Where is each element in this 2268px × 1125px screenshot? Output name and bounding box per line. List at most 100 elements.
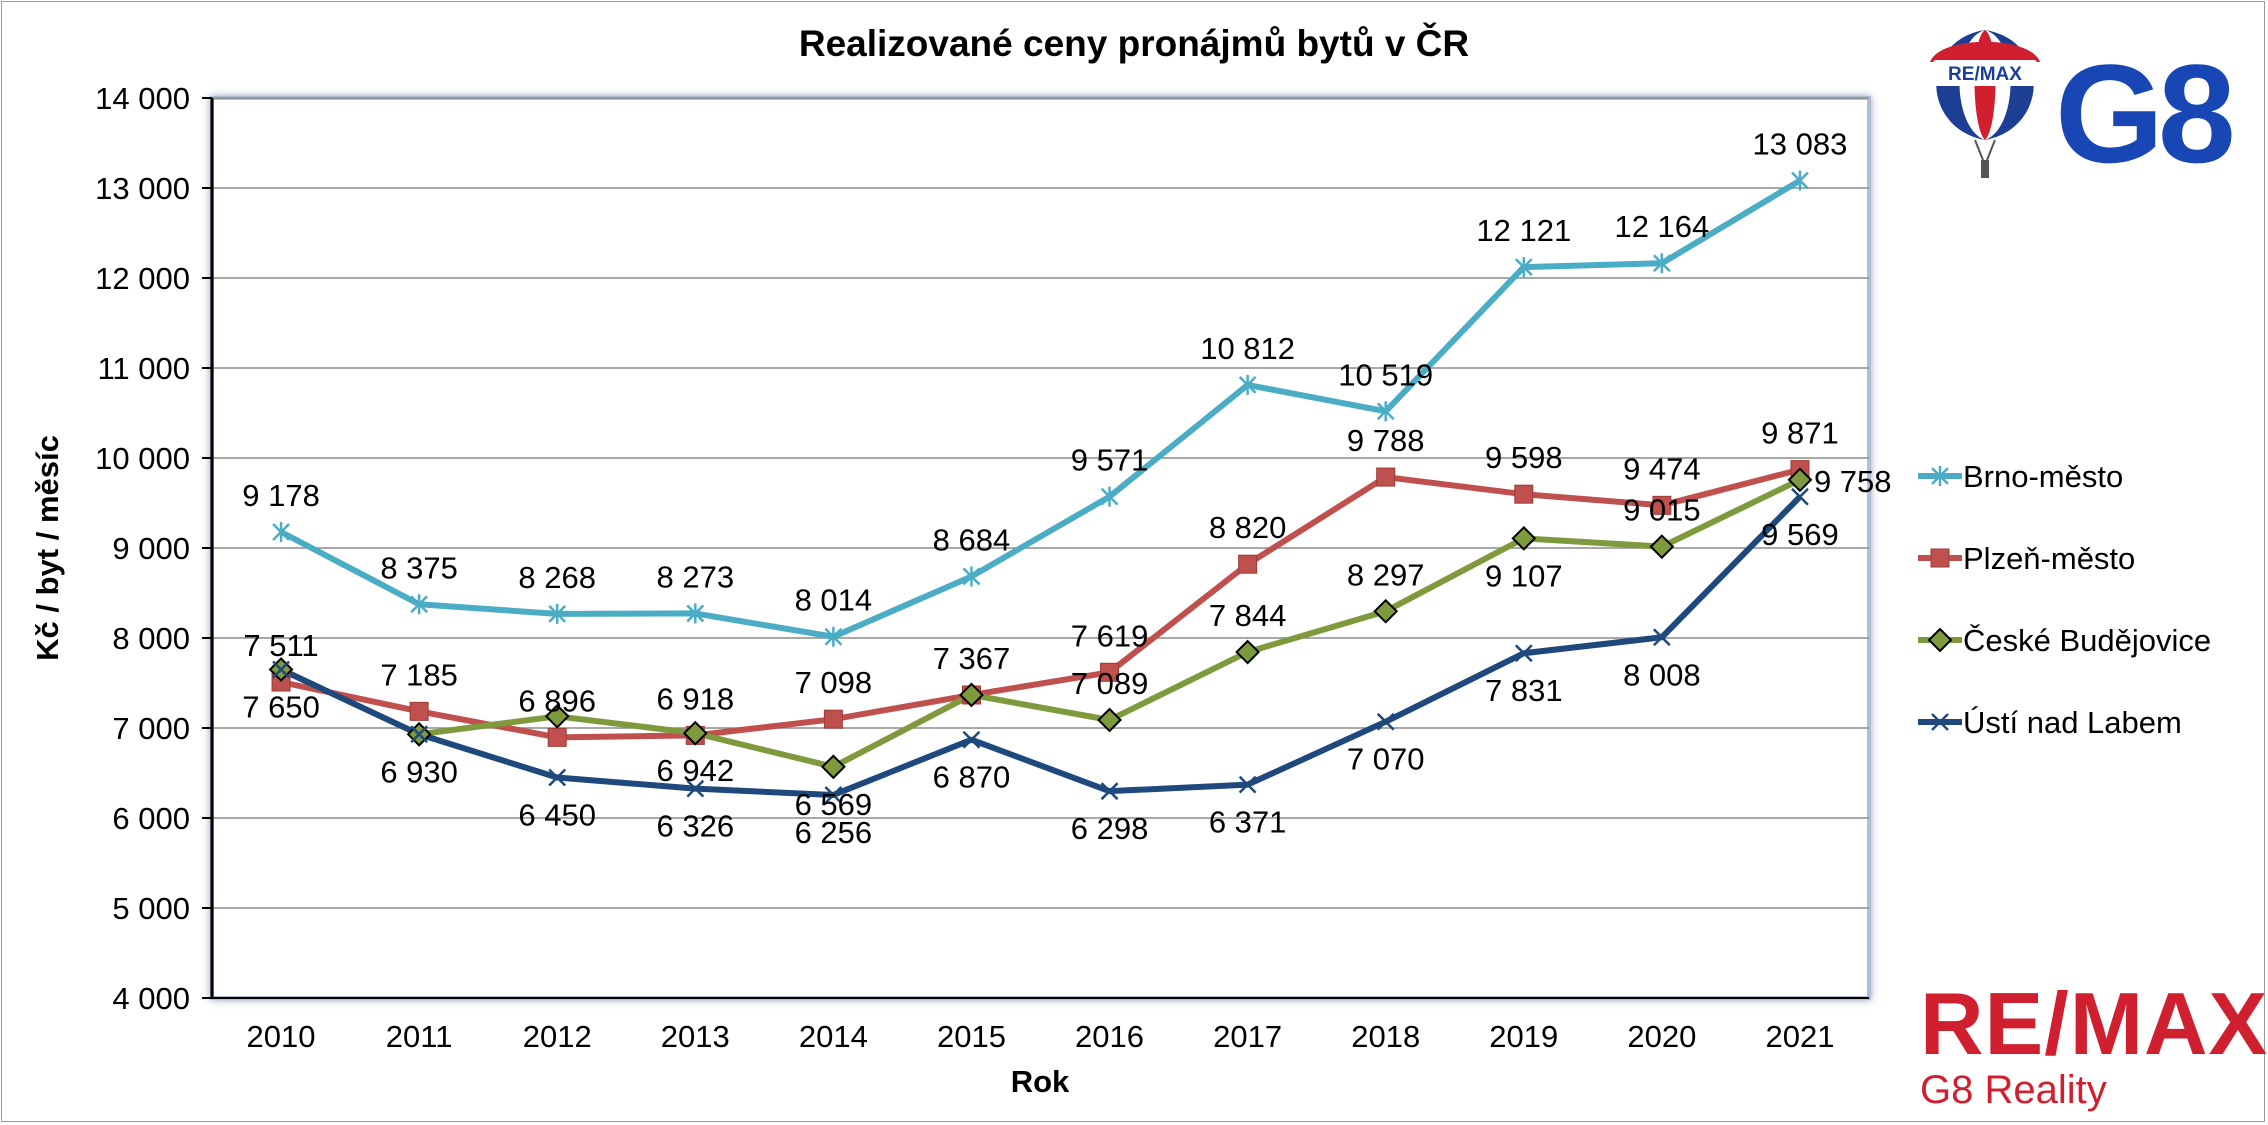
data-label: 10 519 (1338, 357, 1433, 392)
data-label: 8 273 (657, 559, 735, 594)
data-label: 9 569 (1761, 517, 1839, 552)
data-point-star (686, 603, 705, 624)
data-label: 9 474 (1623, 451, 1701, 486)
data-point-star (962, 566, 981, 587)
data-label: 6 942 (657, 753, 735, 788)
data-label: 7 367 (933, 641, 1011, 676)
data-label: 12 121 (1476, 213, 1571, 248)
data-label: 8 268 (518, 560, 596, 595)
data-label: 7 650 (242, 690, 320, 725)
data-labels: 9 178 8 375 8 268 8 273 8 014 8 684 9 571 10 81… (242, 127, 1891, 850)
series-line (279, 177, 1802, 640)
data-point-star (272, 521, 290, 542)
data-point-x (1931, 713, 1949, 731)
data-label: 6 569 (795, 787, 873, 822)
x-tick-label: 2014 (799, 1019, 868, 1054)
y-tick-label: 7 000 (112, 711, 190, 746)
data-label: 7 185 (380, 657, 458, 692)
data-label: 12 164 (1614, 209, 1709, 244)
data-label: 9 015 (1623, 493, 1701, 528)
data-label: 8 684 (933, 522, 1011, 557)
data-label: 7 070 (1347, 742, 1425, 777)
data-label: 8 375 (380, 550, 458, 585)
data-point-square (823, 709, 843, 729)
data-point-star (1931, 466, 1949, 486)
data-point-diamond (1373, 598, 1399, 624)
data-label: 6 371 (1209, 805, 1287, 840)
data-label: 7 844 (1209, 598, 1287, 633)
data-point-diamond (820, 754, 846, 780)
data-point-x (1514, 644, 1533, 663)
y-tick-label: 11 000 (97, 351, 190, 386)
data-point-diamond (959, 682, 984, 708)
series-lines (279, 177, 1803, 798)
legend-label: Ústí nad Labem (1963, 705, 2182, 740)
data-point-x (686, 779, 705, 798)
y-axis-ticks: 4 000 5 000 6 000 7 000 8 000 9 000 10 000 11 0… (95, 81, 212, 1016)
gridlines (212, 97, 1869, 909)
data-point-x (1376, 712, 1395, 731)
x-tick-label: 2017 (1213, 1019, 1282, 1054)
x-tick-label: 2013 (661, 1019, 730, 1054)
data-point-square (409, 701, 429, 721)
y-tick-label: 9 000 (112, 531, 190, 566)
data-point-star (1100, 486, 1119, 507)
data-label: 7 098 (795, 665, 873, 700)
x-tick-label: 2018 (1351, 1019, 1420, 1054)
series-line (279, 477, 1802, 770)
y-tick-label: 6 000 (112, 801, 190, 836)
x-axis-title: Rok (1011, 1064, 1070, 1099)
x-axis-ticks: 2010 2011 2012 2013 2014 2015 2016 2017 2018 2019… (247, 1019, 1835, 1054)
data-label: 6 930 (380, 754, 458, 789)
data-label: 9 788 (1347, 423, 1425, 458)
data-label: 9 871 (1761, 416, 1839, 451)
data-point-diamond (1097, 707, 1122, 733)
series-line (279, 494, 1803, 798)
data-label: 6 450 (518, 798, 596, 833)
data-label: 6 870 (933, 760, 1011, 795)
series-markers (268, 170, 1813, 804)
data-point-x (962, 730, 981, 749)
data-label: 9 178 (242, 478, 320, 513)
remax-subtitle: G8 Reality (1920, 1068, 2107, 1112)
data-point-star (548, 603, 567, 624)
data-point-x (1100, 782, 1119, 801)
data-point-square (1930, 548, 1950, 568)
chart-title: Realizované ceny pronájmů bytů v ČR (799, 22, 1469, 64)
remax-wordmark: RE/MAX (1920, 974, 2268, 1073)
data-point-square (1376, 467, 1396, 487)
data-label: 6 896 (518, 683, 596, 718)
data-label: 7 831 (1485, 673, 1563, 708)
data-label: 10 812 (1200, 331, 1295, 366)
remax-balloon-logo: RE/MAX (1930, 30, 2040, 178)
x-tick-label: 2015 (937, 1019, 1006, 1054)
data-label: 8 297 (1347, 557, 1425, 592)
balloon-text: RE/MAX (1948, 64, 2022, 85)
data-label: 8 008 (1623, 657, 1701, 692)
series-line (280, 466, 1801, 741)
data-label: 8 014 (795, 583, 873, 618)
data-point-x (272, 660, 290, 679)
y-tick-label: 13 000 (95, 171, 190, 206)
y-tick-label: 12 000 (95, 261, 190, 296)
data-label: 7 511 (243, 628, 318, 663)
data-point-x (1238, 775, 1257, 794)
data-point-star (410, 594, 429, 615)
data-point-x (548, 768, 567, 787)
data-point-star (1791, 170, 1809, 191)
data-point-square (547, 727, 567, 747)
data-label: 6 298 (1071, 811, 1149, 846)
data-label: 13 083 (1753, 127, 1848, 162)
data-point-diamond (544, 703, 570, 729)
data-point-square (1238, 554, 1258, 574)
legend-label: Brno-město (1963, 459, 2123, 494)
data-label: 9 107 (1485, 558, 1563, 593)
data-point-diamond (682, 720, 708, 746)
data-point-star (1376, 401, 1395, 422)
data-point-x (1791, 487, 1809, 506)
data-point-diamond (1787, 467, 1813, 493)
data-point-diamond (1649, 534, 1675, 560)
data-point-x (824, 786, 843, 804)
x-tick-label: 2016 (1075, 1019, 1144, 1054)
